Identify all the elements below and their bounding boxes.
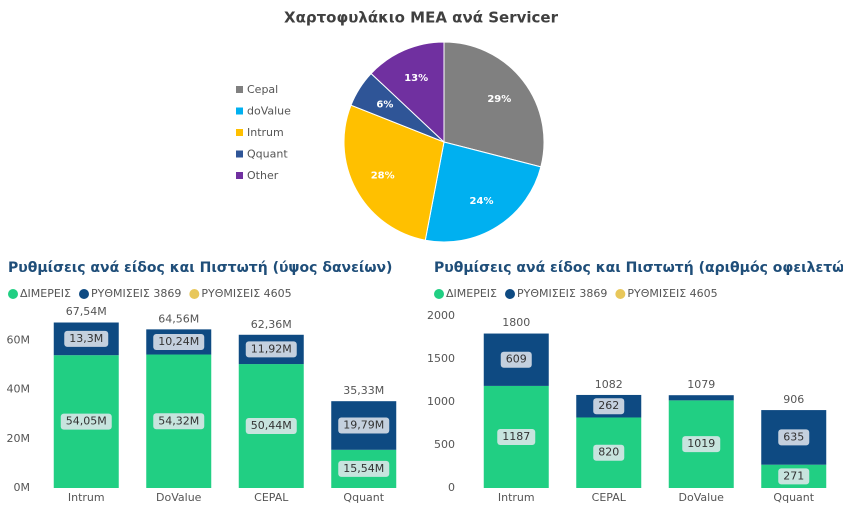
x-tick-label: Intrum <box>68 491 105 504</box>
legend-swatch <box>236 129 243 136</box>
label-box <box>778 429 810 446</box>
total-label: 35,33M <box>343 384 384 397</box>
slice-label: 24% <box>470 196 494 207</box>
y-tick-label: 20M <box>7 432 31 445</box>
label-box <box>338 460 390 477</box>
legend-label: ΔΙΜΕΡΕΙΣ <box>446 287 497 300</box>
legend-swatch <box>236 150 243 158</box>
total-label: 64,56M <box>158 312 199 325</box>
x-tick-label: Qquant <box>343 491 384 504</box>
total-label: 67,54M <box>66 305 107 318</box>
data-label: 262 <box>598 399 619 412</box>
legend-label: Qquant <box>247 148 288 161</box>
legend-label: doValue <box>247 105 291 118</box>
legend-label: ΡΥΘΜΙΣΕΙΣ 3869 <box>517 287 607 300</box>
pie-slice <box>370 41 445 144</box>
label-box <box>593 398 625 415</box>
y-tick-label: 0 <box>448 481 455 494</box>
label-box <box>153 413 205 430</box>
data-label: 54,05M <box>66 415 107 428</box>
bar-segment <box>668 395 734 401</box>
legend-label: ΡΥΘΜΙΣΕΙΣ 4605 <box>201 287 291 300</box>
label-box <box>245 341 297 358</box>
label-box <box>64 330 109 347</box>
legend-dot <box>79 289 89 299</box>
label-box <box>245 418 297 435</box>
slice-label: 29% <box>487 94 511 105</box>
x-tick-label: CEPAL <box>592 491 627 504</box>
legend-dot <box>615 289 626 299</box>
x-tick-label: Qquant <box>773 491 814 504</box>
total-label: 906 <box>783 393 804 406</box>
pie-slice <box>443 41 545 168</box>
y-tick-label: 1500 <box>427 352 455 365</box>
total-label: 62,36M <box>251 318 292 331</box>
label-box <box>682 436 721 453</box>
legend-dot <box>505 289 515 299</box>
y-tick-label: 0M <box>14 481 31 494</box>
slice-label: 13% <box>404 73 428 84</box>
y-tick-label: 40M <box>7 383 31 396</box>
data-label: 10,24M <box>158 335 199 348</box>
chart-title: Ρυθμίσεις ανά είδος και Πιστωτή (αριθμός… <box>434 260 843 276</box>
x-tick-label: DoValue <box>156 491 202 504</box>
legend-dot <box>434 289 444 299</box>
data-label: 11,92M <box>251 342 292 355</box>
data-label: 609 <box>506 353 527 366</box>
label-box <box>338 417 390 434</box>
legend-label: Intrum <box>247 126 284 139</box>
label-box <box>497 428 536 445</box>
label-box <box>500 351 532 368</box>
legend-label: Cepal <box>247 83 278 96</box>
pie-slice <box>424 141 542 243</box>
data-label: 635 <box>783 430 804 443</box>
pie-slice <box>343 104 445 241</box>
label-box <box>60 413 112 430</box>
data-label: 19,79M <box>343 419 384 432</box>
x-tick-label: DoValue <box>679 491 725 504</box>
data-label: 271 <box>783 469 804 482</box>
data-label: 13,3M <box>69 332 103 345</box>
legend-label: ΡΥΘΜΙΣΕΙΣ 3869 <box>91 287 181 300</box>
legend-swatch <box>236 172 243 179</box>
legend-label: ΡΥΘΜΙΣΕΙΣ 4605 <box>627 287 717 300</box>
legend-dot <box>189 289 200 299</box>
chart-title: Ρυθμίσεις ανά είδος και Πιστωτή (ύψος δα… <box>8 260 392 276</box>
label-box <box>778 468 810 485</box>
legend-label: Other <box>247 169 279 182</box>
slice-label: 28% <box>371 171 395 182</box>
y-tick-label: 60M <box>7 334 31 347</box>
legend-swatch <box>236 86 243 93</box>
slice-label: 6% <box>376 99 393 110</box>
y-tick-label: 1000 <box>427 395 455 408</box>
total-label: 1079 <box>687 378 715 391</box>
legend-swatch <box>236 107 243 115</box>
x-tick-label: CEPAL <box>254 491 289 504</box>
total-label: 1082 <box>595 378 623 391</box>
legend-dot <box>8 289 18 299</box>
y-tick-label: 2000 <box>427 309 455 322</box>
total-label: 1800 <box>502 316 530 329</box>
data-label: 50,44M <box>251 419 292 432</box>
data-label: 15,54M <box>343 462 384 475</box>
pie-title: Χαρτοφυλάκιο ΜΕΑ ανά Servicer <box>284 9 559 27</box>
data-label: 1187 <box>502 430 530 443</box>
data-label: 820 <box>598 446 619 459</box>
label-box <box>153 333 205 350</box>
x-tick-label: Intrum <box>498 491 535 504</box>
label-box <box>593 444 625 461</box>
legend-label: ΔΙΜΕΡΕΙΣ <box>20 287 71 300</box>
data-label: 54,32M <box>158 414 199 427</box>
data-label: 1019 <box>687 437 715 450</box>
y-tick-label: 500 <box>434 438 455 451</box>
